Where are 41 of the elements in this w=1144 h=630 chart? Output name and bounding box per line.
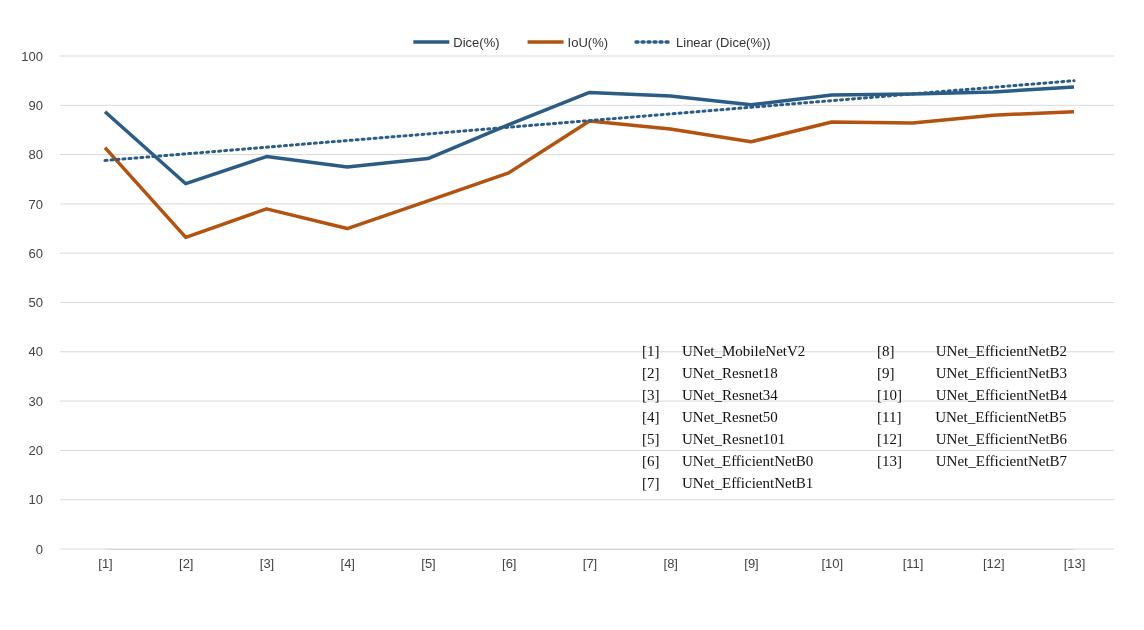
legend-label: Linear (Dice(%)) (676, 35, 771, 50)
x-tick-label: [8] (663, 556, 678, 571)
y-tick-label: 70 (28, 196, 43, 212)
x-tick-label: [10] (821, 556, 844, 571)
legend-label: Dice(%) (453, 35, 500, 50)
y-tick-label: 80 (28, 147, 43, 163)
y-tick-label: 20 (28, 443, 43, 459)
annotation: [6] UNet_EfficientNetB0 (642, 453, 814, 469)
x-tick-label: [7] (582, 556, 598, 571)
annotation: [3] UNet_Resnet34 (642, 387, 779, 403)
x-tick-label: [3] (259, 556, 275, 571)
y-tick-label: 90 (28, 97, 43, 113)
annotation: [12] UNet_EfficientNetB6 (877, 431, 1068, 447)
x-tick-label: [12] (982, 556, 1005, 571)
x-tick-label: [2] (179, 556, 194, 571)
x-tick-label: [6] (502, 556, 517, 571)
x-tick-label: [9] (744, 556, 759, 571)
annotation: [7] UNet_EfficientNetB1 (642, 475, 814, 491)
y-tick-label: 0 (35, 541, 43, 557)
annotation: [9] UNet_EfficientNetB3 (877, 365, 1068, 381)
legend-label: IoU(%) (567, 35, 609, 50)
annotation: [10] UNet_EfficientNetB4 (877, 387, 1068, 403)
y-tick-label: 60 (28, 245, 43, 261)
x-tick-label: [1] (98, 556, 113, 571)
annotation: [4] UNet_Resnet50 (642, 409, 778, 425)
annotation: [2] UNet_Resnet18 (642, 365, 778, 381)
y-tick-label: 100 (21, 48, 43, 64)
x-tick-label: [13] (1063, 556, 1086, 571)
y-tick-label: 30 (28, 393, 43, 409)
annotation: [11] UNet_EfficientNetB5 (877, 409, 1067, 425)
line-series (103, 109, 1076, 240)
annotation: [13] UNet_EfficientNetB7 (877, 453, 1068, 469)
annotation: [5] UNet_Resnet101 (642, 431, 786, 447)
annotation: [1] UNet_MobileNetV2 (642, 343, 806, 359)
x-tick-label: [11] (902, 556, 924, 571)
x-tick-label: [4] (340, 556, 355, 571)
y-tick-label: 40 (28, 344, 43, 360)
x-tick-label: [5] (421, 556, 436, 571)
y-tick-label: 50 (28, 295, 43, 311)
y-tick-label: 10 (28, 492, 43, 508)
annotation: [8] UNet_EfficientNetB2 (877, 343, 1068, 359)
